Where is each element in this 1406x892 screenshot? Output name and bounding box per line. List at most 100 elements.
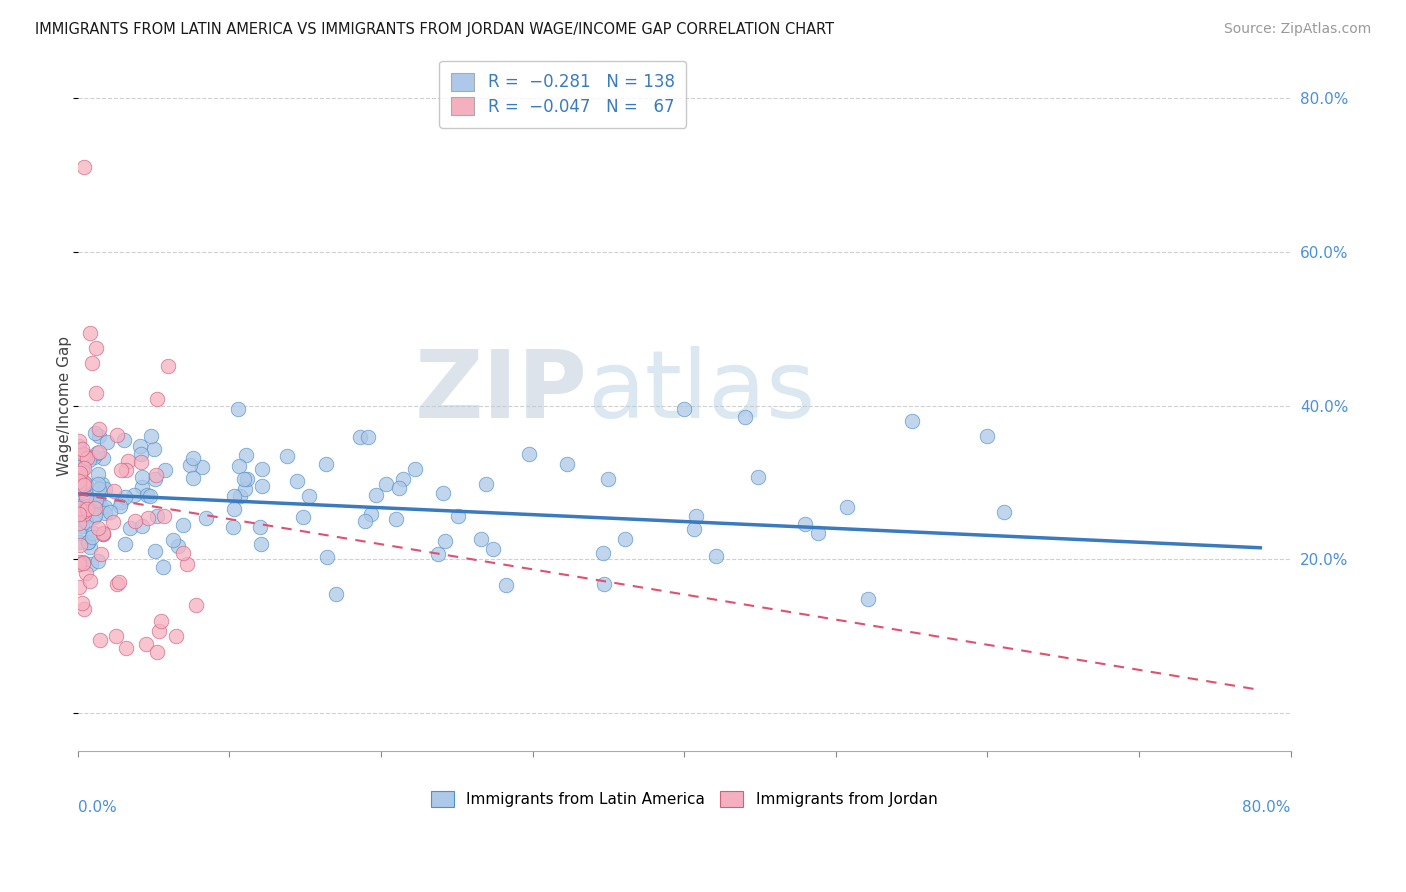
Point bbox=[103, 515, 125, 529]
Point bbox=[67, 581, 90, 595]
Point bbox=[249, 520, 271, 534]
Point bbox=[90, 500, 112, 514]
Point bbox=[67, 434, 90, 448]
Point bbox=[704, 549, 727, 563]
Point bbox=[75, 515, 97, 529]
Point bbox=[495, 578, 517, 592]
Point bbox=[72, 602, 94, 616]
Point bbox=[73, 504, 96, 518]
Point bbox=[115, 640, 138, 655]
Point bbox=[76, 500, 98, 514]
Point bbox=[67, 470, 90, 484]
Point bbox=[596, 472, 619, 486]
Point bbox=[146, 508, 169, 523]
Point bbox=[77, 534, 100, 549]
Point bbox=[84, 497, 107, 511]
Point bbox=[87, 467, 110, 481]
Point bbox=[165, 629, 187, 643]
Text: IMMIGRANTS FROM LATIN AMERICA VS IMMIGRANTS FROM JORDAN WAGE/INCOME GAP CORRELAT: IMMIGRANTS FROM LATIN AMERICA VS IMMIGRA… bbox=[35, 22, 834, 37]
Point bbox=[900, 414, 922, 428]
Point bbox=[67, 460, 90, 475]
Point bbox=[315, 457, 337, 471]
Point bbox=[67, 516, 90, 531]
Point bbox=[76, 451, 98, 466]
Point bbox=[181, 450, 204, 465]
Point bbox=[145, 392, 167, 407]
Point bbox=[67, 478, 90, 492]
Point bbox=[72, 556, 94, 570]
Point bbox=[67, 501, 90, 516]
Point bbox=[73, 475, 96, 490]
Point bbox=[375, 476, 398, 491]
Point bbox=[432, 486, 454, 500]
Point bbox=[69, 471, 91, 485]
Point bbox=[69, 477, 91, 491]
Point bbox=[325, 587, 347, 601]
Point bbox=[94, 500, 117, 514]
Point bbox=[131, 470, 153, 484]
Point bbox=[67, 526, 90, 541]
Point bbox=[124, 514, 146, 528]
Point bbox=[79, 540, 101, 554]
Point bbox=[145, 467, 167, 482]
Point bbox=[93, 526, 115, 541]
Point bbox=[135, 488, 157, 502]
Point bbox=[139, 489, 162, 503]
Point bbox=[75, 448, 97, 462]
Point bbox=[70, 519, 93, 533]
Point bbox=[145, 644, 167, 658]
Point bbox=[79, 574, 101, 588]
Point bbox=[794, 517, 817, 532]
Text: 80.0%: 80.0% bbox=[1243, 800, 1291, 815]
Text: atlas: atlas bbox=[588, 346, 815, 438]
Point bbox=[103, 484, 125, 499]
Point bbox=[90, 477, 112, 491]
Point bbox=[84, 386, 107, 401]
Point bbox=[235, 448, 257, 462]
Point bbox=[72, 555, 94, 569]
Point bbox=[153, 508, 176, 523]
Point bbox=[83, 510, 105, 524]
Point bbox=[67, 535, 90, 549]
Point bbox=[143, 543, 166, 558]
Point bbox=[80, 530, 103, 544]
Point bbox=[83, 450, 105, 464]
Point bbox=[87, 493, 110, 508]
Point bbox=[67, 500, 90, 514]
Point bbox=[181, 471, 204, 485]
Point bbox=[482, 541, 505, 556]
Point bbox=[89, 445, 111, 459]
Point bbox=[86, 446, 108, 460]
Point bbox=[84, 341, 107, 355]
Point bbox=[475, 477, 498, 491]
Point bbox=[388, 481, 411, 495]
Point bbox=[517, 446, 540, 460]
Point bbox=[80, 356, 103, 370]
Point bbox=[73, 160, 96, 174]
Point bbox=[685, 508, 707, 523]
Point bbox=[80, 557, 103, 571]
Point bbox=[613, 532, 636, 546]
Legend: R =  −0.281   N = 138, R =  −0.047   N =   67: R = −0.281 N = 138, R = −0.047 N = 67 bbox=[440, 61, 686, 128]
Point bbox=[292, 509, 315, 524]
Point bbox=[91, 526, 114, 541]
Point bbox=[156, 359, 179, 374]
Point bbox=[222, 502, 245, 516]
Point bbox=[143, 472, 166, 486]
Point bbox=[993, 505, 1015, 519]
Point bbox=[433, 534, 456, 549]
Point bbox=[392, 472, 415, 486]
Point bbox=[72, 458, 94, 473]
Point bbox=[89, 429, 111, 443]
Point bbox=[84, 508, 107, 523]
Point bbox=[75, 476, 97, 491]
Point bbox=[143, 442, 166, 456]
Point bbox=[69, 538, 91, 552]
Point bbox=[67, 510, 90, 524]
Point bbox=[67, 475, 90, 489]
Point bbox=[94, 506, 117, 520]
Point bbox=[73, 460, 96, 475]
Point bbox=[176, 557, 198, 571]
Point bbox=[110, 463, 132, 477]
Point bbox=[93, 451, 115, 466]
